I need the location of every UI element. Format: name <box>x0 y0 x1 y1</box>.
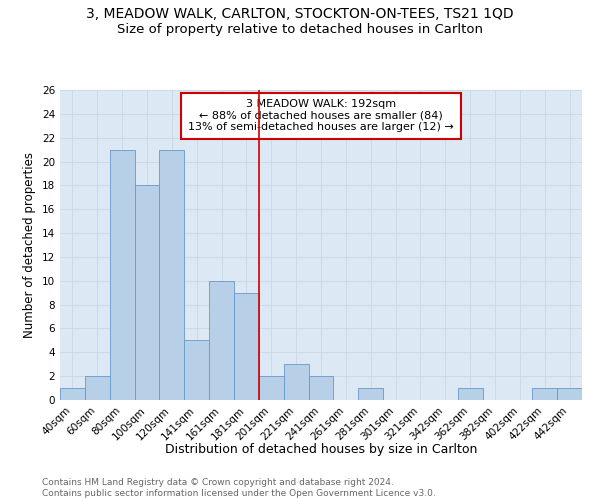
Bar <box>284 364 308 400</box>
Bar <box>85 376 110 400</box>
Bar <box>60 388 85 400</box>
Y-axis label: Number of detached properties: Number of detached properties <box>23 152 37 338</box>
Bar <box>134 186 160 400</box>
Bar <box>532 388 557 400</box>
Bar <box>209 281 234 400</box>
Bar <box>160 150 184 400</box>
Text: Size of property relative to detached houses in Carlton: Size of property relative to detached ho… <box>117 22 483 36</box>
Bar <box>557 388 582 400</box>
Bar <box>184 340 209 400</box>
Text: Contains HM Land Registry data © Crown copyright and database right 2024.
Contai: Contains HM Land Registry data © Crown c… <box>42 478 436 498</box>
Text: 3, MEADOW WALK, CARLTON, STOCKTON-ON-TEES, TS21 1QD: 3, MEADOW WALK, CARLTON, STOCKTON-ON-TEE… <box>86 8 514 22</box>
Bar <box>358 388 383 400</box>
Bar <box>259 376 284 400</box>
Text: 3 MEADOW WALK: 192sqm
← 88% of detached houses are smaller (84)
13% of semi-deta: 3 MEADOW WALK: 192sqm ← 88% of detached … <box>188 100 454 132</box>
Text: Distribution of detached houses by size in Carlton: Distribution of detached houses by size … <box>165 442 477 456</box>
Bar <box>234 292 259 400</box>
Bar <box>458 388 482 400</box>
Bar <box>308 376 334 400</box>
Bar <box>110 150 134 400</box>
